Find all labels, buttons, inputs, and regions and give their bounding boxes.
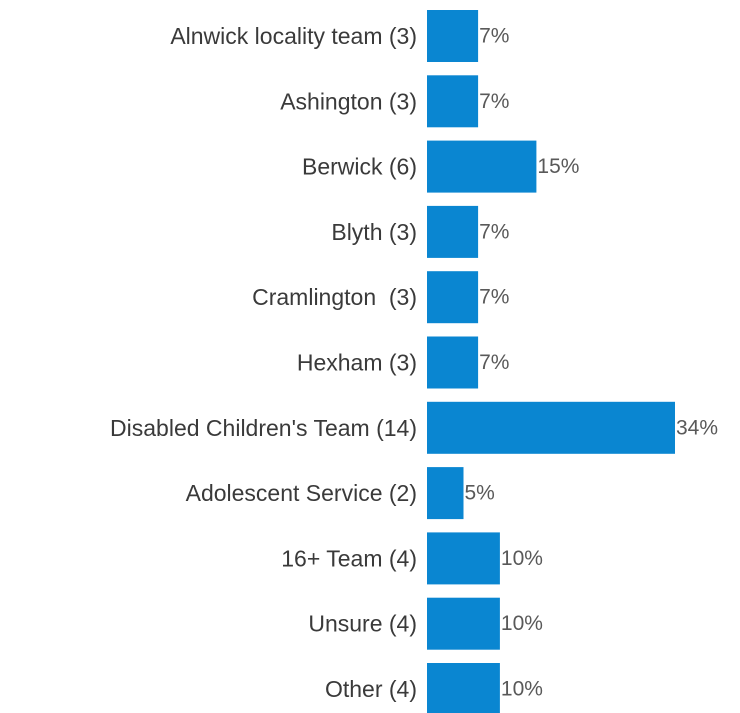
category-label: Adolescent Service (2) xyxy=(186,480,417,506)
data-label: 7% xyxy=(479,351,509,374)
bar xyxy=(427,663,500,713)
bars-group xyxy=(427,10,675,713)
data-label: 34% xyxy=(676,416,718,439)
bar xyxy=(427,205,479,258)
category-label: Ashington (3) xyxy=(280,88,417,114)
category-label: Berwick (6) xyxy=(302,154,417,180)
category-label: Disabled Children's Team (14) xyxy=(110,415,417,441)
bar xyxy=(427,140,537,193)
category-label: Alnwick locality team (3) xyxy=(170,23,417,49)
data-label: 7% xyxy=(479,286,509,309)
bar xyxy=(427,336,479,389)
data-label: 10% xyxy=(501,678,543,701)
bar xyxy=(427,75,479,128)
category-labels-group: Alnwick locality team (3) Ashington (3) Be… xyxy=(110,23,417,702)
bar xyxy=(427,532,500,585)
value-labels-group: 7% 7% 15% 7% 7% 7% 34% 5% 10% 10% 10% xyxy=(465,25,719,701)
bar xyxy=(427,401,675,454)
category-label: Hexham (3) xyxy=(297,350,417,376)
category-label: Other (4) xyxy=(325,676,417,702)
data-label: 15% xyxy=(537,155,579,178)
category-label: Cramlington (3) xyxy=(252,284,417,310)
data-label: 10% xyxy=(501,612,543,635)
bar xyxy=(427,10,479,62)
data-label: 10% xyxy=(501,547,543,570)
data-label: 7% xyxy=(479,220,509,243)
bar xyxy=(427,271,479,324)
category-label: Blyth (3) xyxy=(331,219,417,245)
category-label: Unsure (4) xyxy=(308,611,417,637)
data-label: 7% xyxy=(479,25,509,48)
category-label: 16+ Team (4) xyxy=(281,545,417,571)
bar xyxy=(427,597,500,650)
data-label: 7% xyxy=(479,90,509,113)
bar xyxy=(427,467,464,520)
data-label: 5% xyxy=(465,482,495,505)
